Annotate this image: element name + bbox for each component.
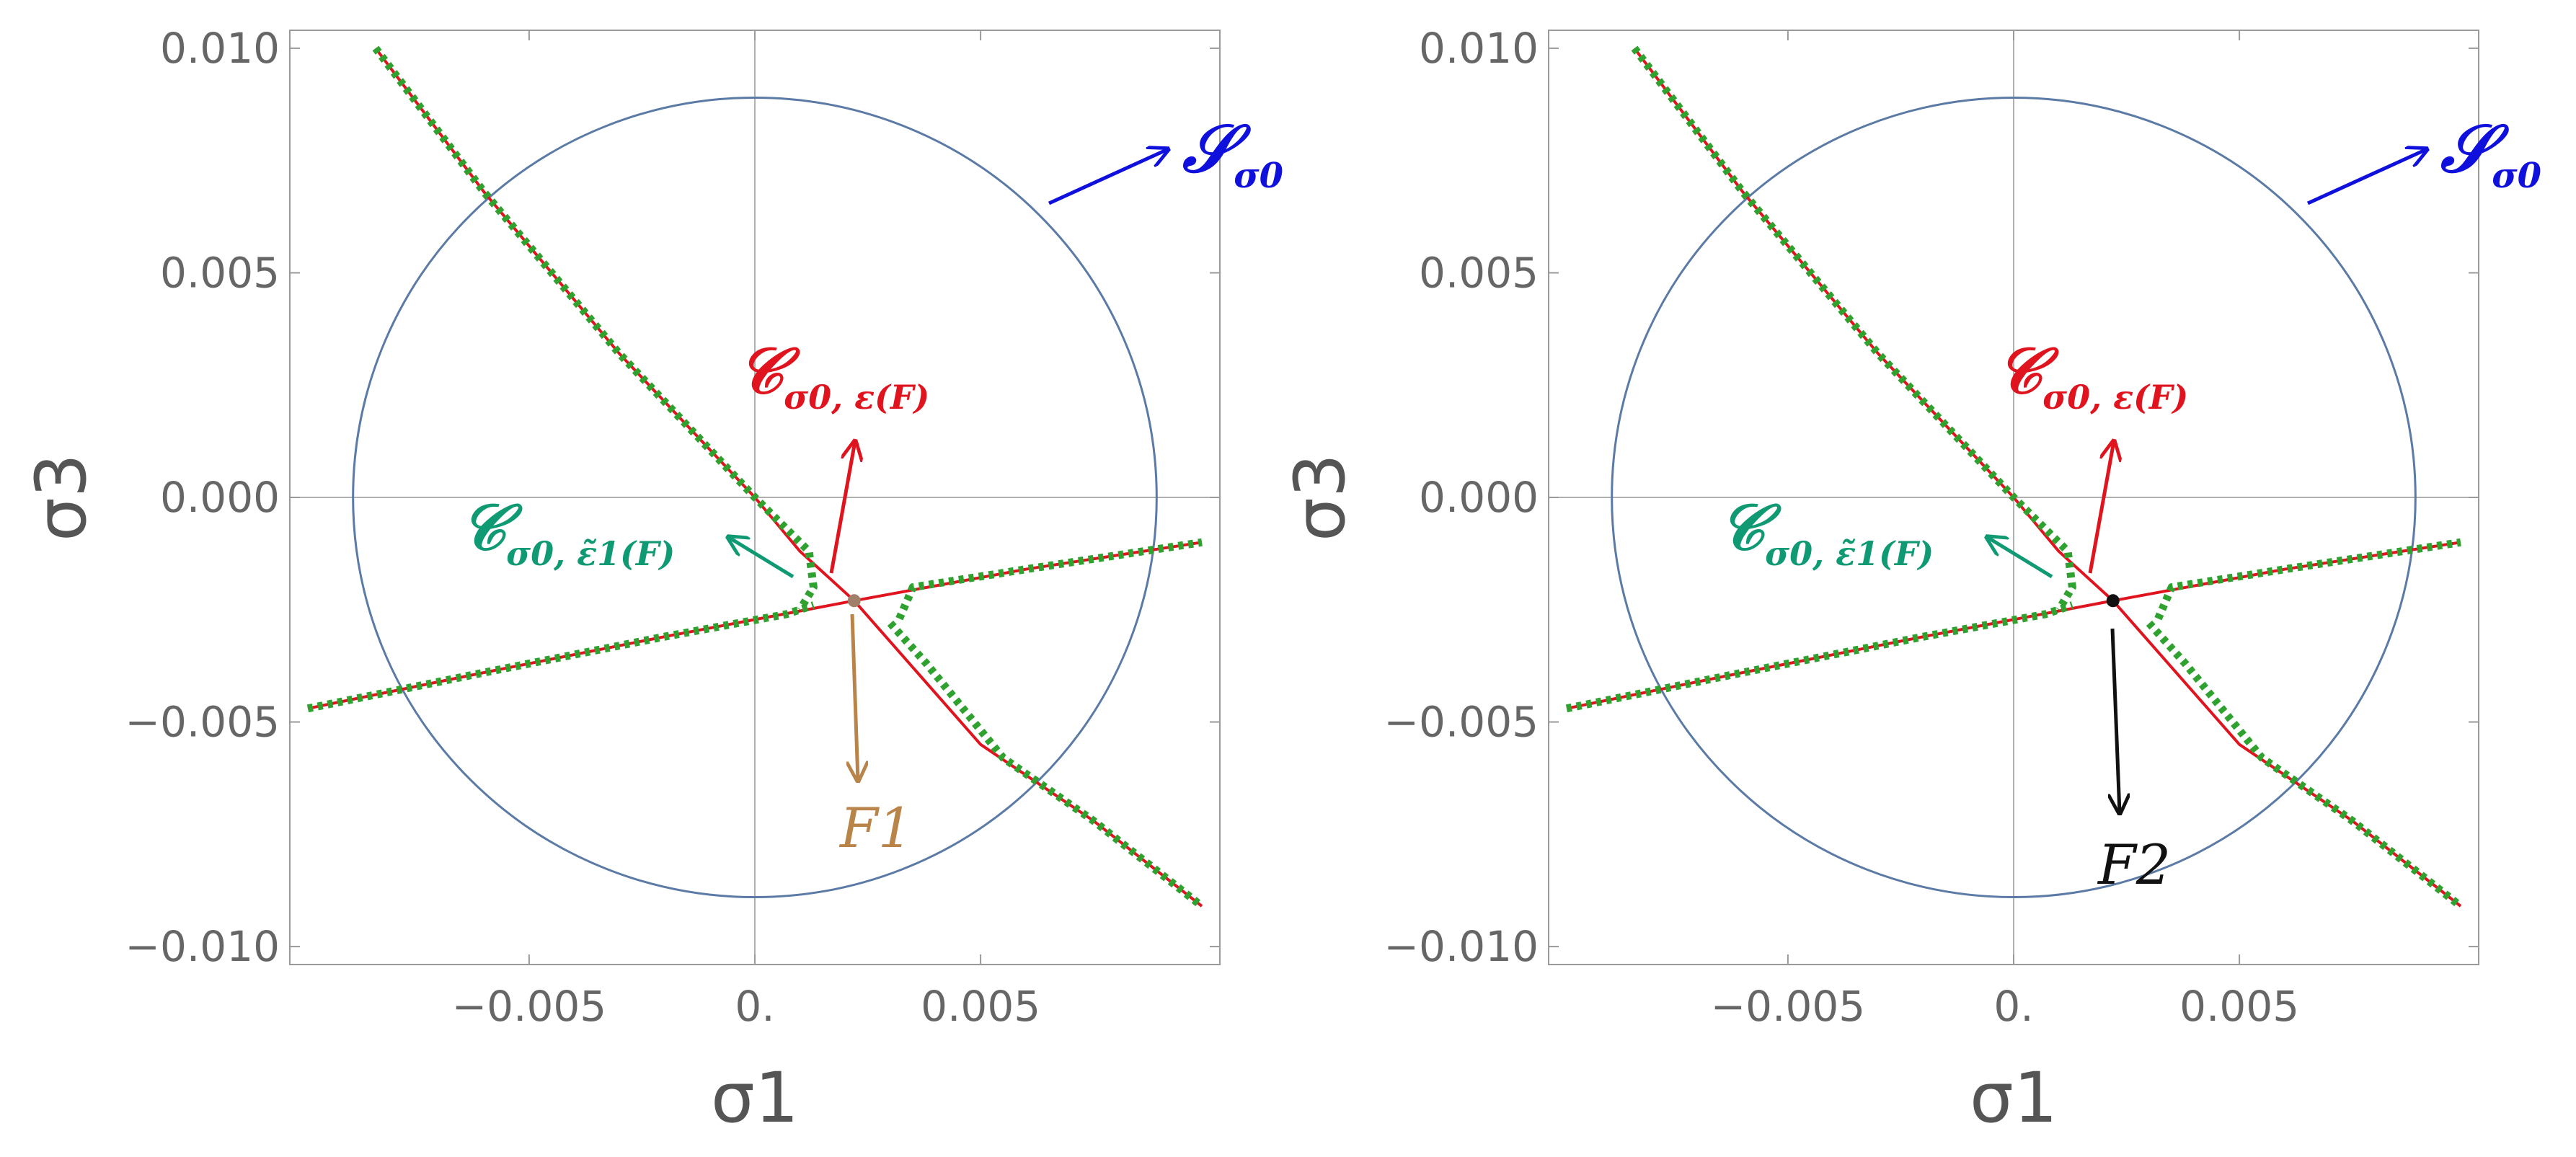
circle-s-sigma0 bbox=[352, 96, 1158, 899]
x-tick-label: 0.005 bbox=[921, 982, 1040, 1031]
s-annotation-label: 𝒮σ0 bbox=[2440, 110, 2541, 196]
y-axis-label: σ3 bbox=[21, 453, 102, 541]
s-annotation-label: 𝒮σ0 bbox=[1182, 110, 1283, 196]
red-curve-0 bbox=[1633, 47, 2115, 602]
green-dotted-curve-0 bbox=[1631, 45, 2076, 612]
green-dotted-curve-0 bbox=[372, 45, 818, 612]
curve-layer bbox=[306, 45, 1205, 910]
y-tick-label: 0.005 bbox=[1419, 248, 1539, 297]
y-tick-label: −0.005 bbox=[1384, 698, 1539, 747]
f-annotation-label: F2 bbox=[2097, 833, 2171, 897]
y-tick-label: 0.010 bbox=[160, 24, 280, 73]
chart-panel-right: −0.005 0. 0.005 0.010 0.005 0.000 −0.005 −0.010… bbox=[1280, 24, 2541, 1138]
point-layer bbox=[847, 594, 861, 608]
y-axis-label: σ3 bbox=[1280, 453, 1360, 541]
x-tick-label: −0.005 bbox=[1711, 982, 1866, 1031]
y-tick-label: 0.010 bbox=[1419, 24, 1539, 73]
y-tick-label: −0.010 bbox=[125, 922, 280, 971]
ct-annotation-label: 𝒞σ0, ε̃1(F) bbox=[460, 489, 675, 573]
s-annotation-arrow bbox=[1048, 149, 1168, 205]
y-tick-label: 0.000 bbox=[1419, 473, 1539, 522]
f-annotation-arrow bbox=[852, 613, 858, 781]
x-axis-label: σ1 bbox=[711, 1058, 799, 1138]
green-dotted-curve-3 bbox=[2146, 620, 2464, 910]
green-dotted-curve-2 bbox=[895, 538, 1203, 621]
green-dotted-curve-1 bbox=[1565, 601, 2074, 713]
green-dotted-curve-1 bbox=[306, 601, 815, 713]
c-annotation-label: 𝒞σ0, ε(F) bbox=[738, 333, 929, 417]
s-annotation-arrow bbox=[2306, 149, 2427, 205]
curve-layer bbox=[1565, 45, 2464, 910]
f-annotation-label: F1 bbox=[838, 796, 913, 860]
x-tick-label: −0.005 bbox=[452, 982, 607, 1031]
ct-annotation-label: 𝒞σ0, ε̃1(F) bbox=[1719, 489, 1934, 573]
red-curve-0 bbox=[374, 47, 856, 602]
f-annotation-arrow bbox=[2112, 628, 2120, 813]
ct-annotation-arrow bbox=[1987, 537, 2053, 579]
y-tick-label: −0.010 bbox=[1384, 922, 1539, 971]
green-dotted-curve-3 bbox=[887, 620, 1205, 910]
circle-layer bbox=[352, 96, 1158, 899]
x-tick-label: 0. bbox=[1993, 982, 2033, 1031]
intersection-point bbox=[847, 594, 861, 608]
chart-panel-left: −0.005 0. 0.005 0.010 0.005 0.000 −0.005 −0.010… bbox=[21, 24, 1283, 1138]
tick-layer: −0.005 0. 0.005 0.010 0.005 0.000 −0.005 −0.010 bbox=[125, 24, 1220, 1031]
c-annotation-arrow bbox=[829, 441, 855, 574]
ct-annotation-arrow bbox=[728, 537, 795, 579]
point-layer bbox=[2106, 594, 2120, 608]
red-curve-1 bbox=[1566, 599, 2114, 710]
green-dotted-curve-2 bbox=[2154, 538, 2461, 621]
circle-layer bbox=[1611, 96, 2417, 899]
tick-layer: −0.005 0. 0.005 0.010 0.005 0.000 −0.005 −0.010 bbox=[1384, 24, 2479, 1031]
x-tick-label: 0. bbox=[735, 982, 774, 1031]
x-axis-label: σ1 bbox=[1970, 1058, 2058, 1138]
circle-s-sigma0 bbox=[1611, 96, 2417, 899]
x-tick-label: 0.005 bbox=[2179, 982, 2299, 1031]
intersection-point bbox=[2106, 594, 2120, 608]
y-tick-label: −0.005 bbox=[125, 698, 280, 747]
y-tick-label: 0.000 bbox=[160, 473, 280, 522]
c-annotation-arrow bbox=[2088, 441, 2114, 574]
red-curve-1 bbox=[307, 599, 855, 710]
c-annotation-label: 𝒞σ0, ε(F) bbox=[1996, 333, 2188, 417]
y-tick-label: 0.005 bbox=[160, 248, 280, 297]
